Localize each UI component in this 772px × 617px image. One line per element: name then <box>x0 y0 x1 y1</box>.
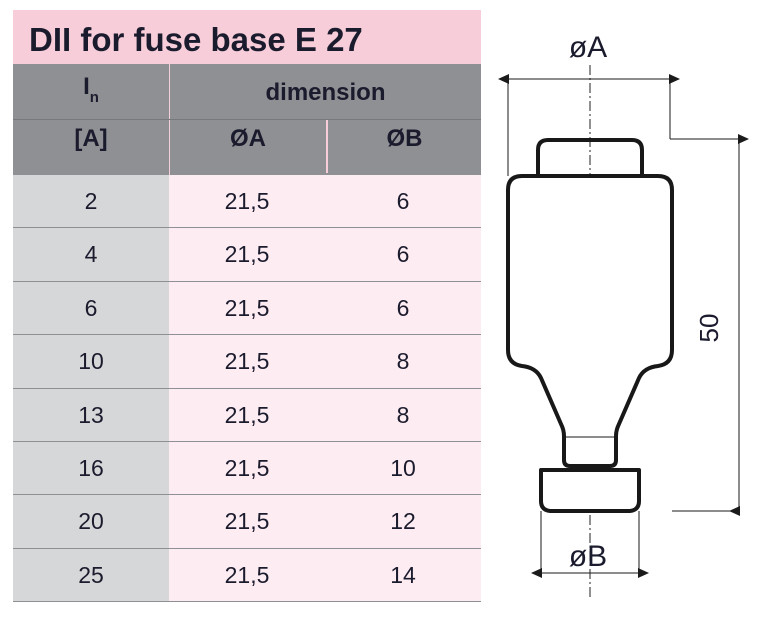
svg-text:øA: øA <box>569 31 607 64</box>
svg-text:50: 50 <box>694 314 724 343</box>
svg-text:øB: øB <box>569 540 607 573</box>
